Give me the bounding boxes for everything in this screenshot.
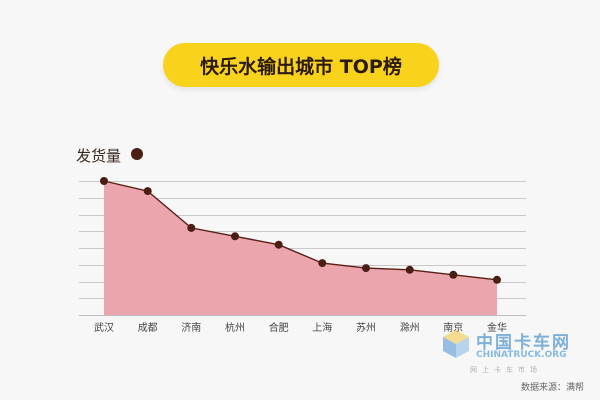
- x-tick-label-7: 滁州: [400, 321, 420, 334]
- data-point-3: [231, 232, 239, 241]
- x-tick-label-6: 苏州: [356, 321, 376, 334]
- data-point-7: [405, 265, 414, 274]
- data-point-6: [362, 264, 370, 273]
- data-point-8: [449, 270, 458, 279]
- x-tick-label-4: 合肥: [269, 321, 289, 334]
- watermark: 中国卡车网 CHINATRUCK.ORG 网上卡车市场: [440, 323, 590, 378]
- legend-dot-icon: [131, 148, 143, 160]
- chart-title: 快乐水输出城市 TOP榜: [163, 43, 439, 87]
- source-note: 数据来源：满帮: [520, 383, 584, 393]
- x-tick-label-3: 杭州: [225, 321, 245, 334]
- data-point-4: [274, 240, 283, 249]
- watermark-title: 中国卡车网: [476, 333, 571, 353]
- x-tick-label-5: 上海: [312, 321, 332, 334]
- data-point-9: [493, 275, 501, 284]
- data-point-5: [318, 259, 327, 268]
- x-tick-label-9: 金华: [487, 321, 507, 334]
- cube-logo-icon: [443, 330, 469, 358]
- x-tick-label-1: 成都: [138, 322, 158, 334]
- data-point-1: [143, 187, 152, 196]
- watermark-tagline: 网上卡车市场: [470, 366, 542, 374]
- series-area: [104, 181, 497, 315]
- data-point-0: [100, 177, 108, 185]
- data-point-2: [187, 223, 196, 232]
- x-tick-label-0: 武汉: [94, 321, 114, 334]
- x-tick-label-8: 南京: [443, 321, 463, 334]
- x-tick-label-2: 济南: [181, 321, 201, 334]
- y-axis-label: 发货量: [76, 147, 122, 165]
- watermark-url: CHINATRUCK.ORG: [476, 350, 567, 360]
- series-line: [103, 180, 498, 281]
